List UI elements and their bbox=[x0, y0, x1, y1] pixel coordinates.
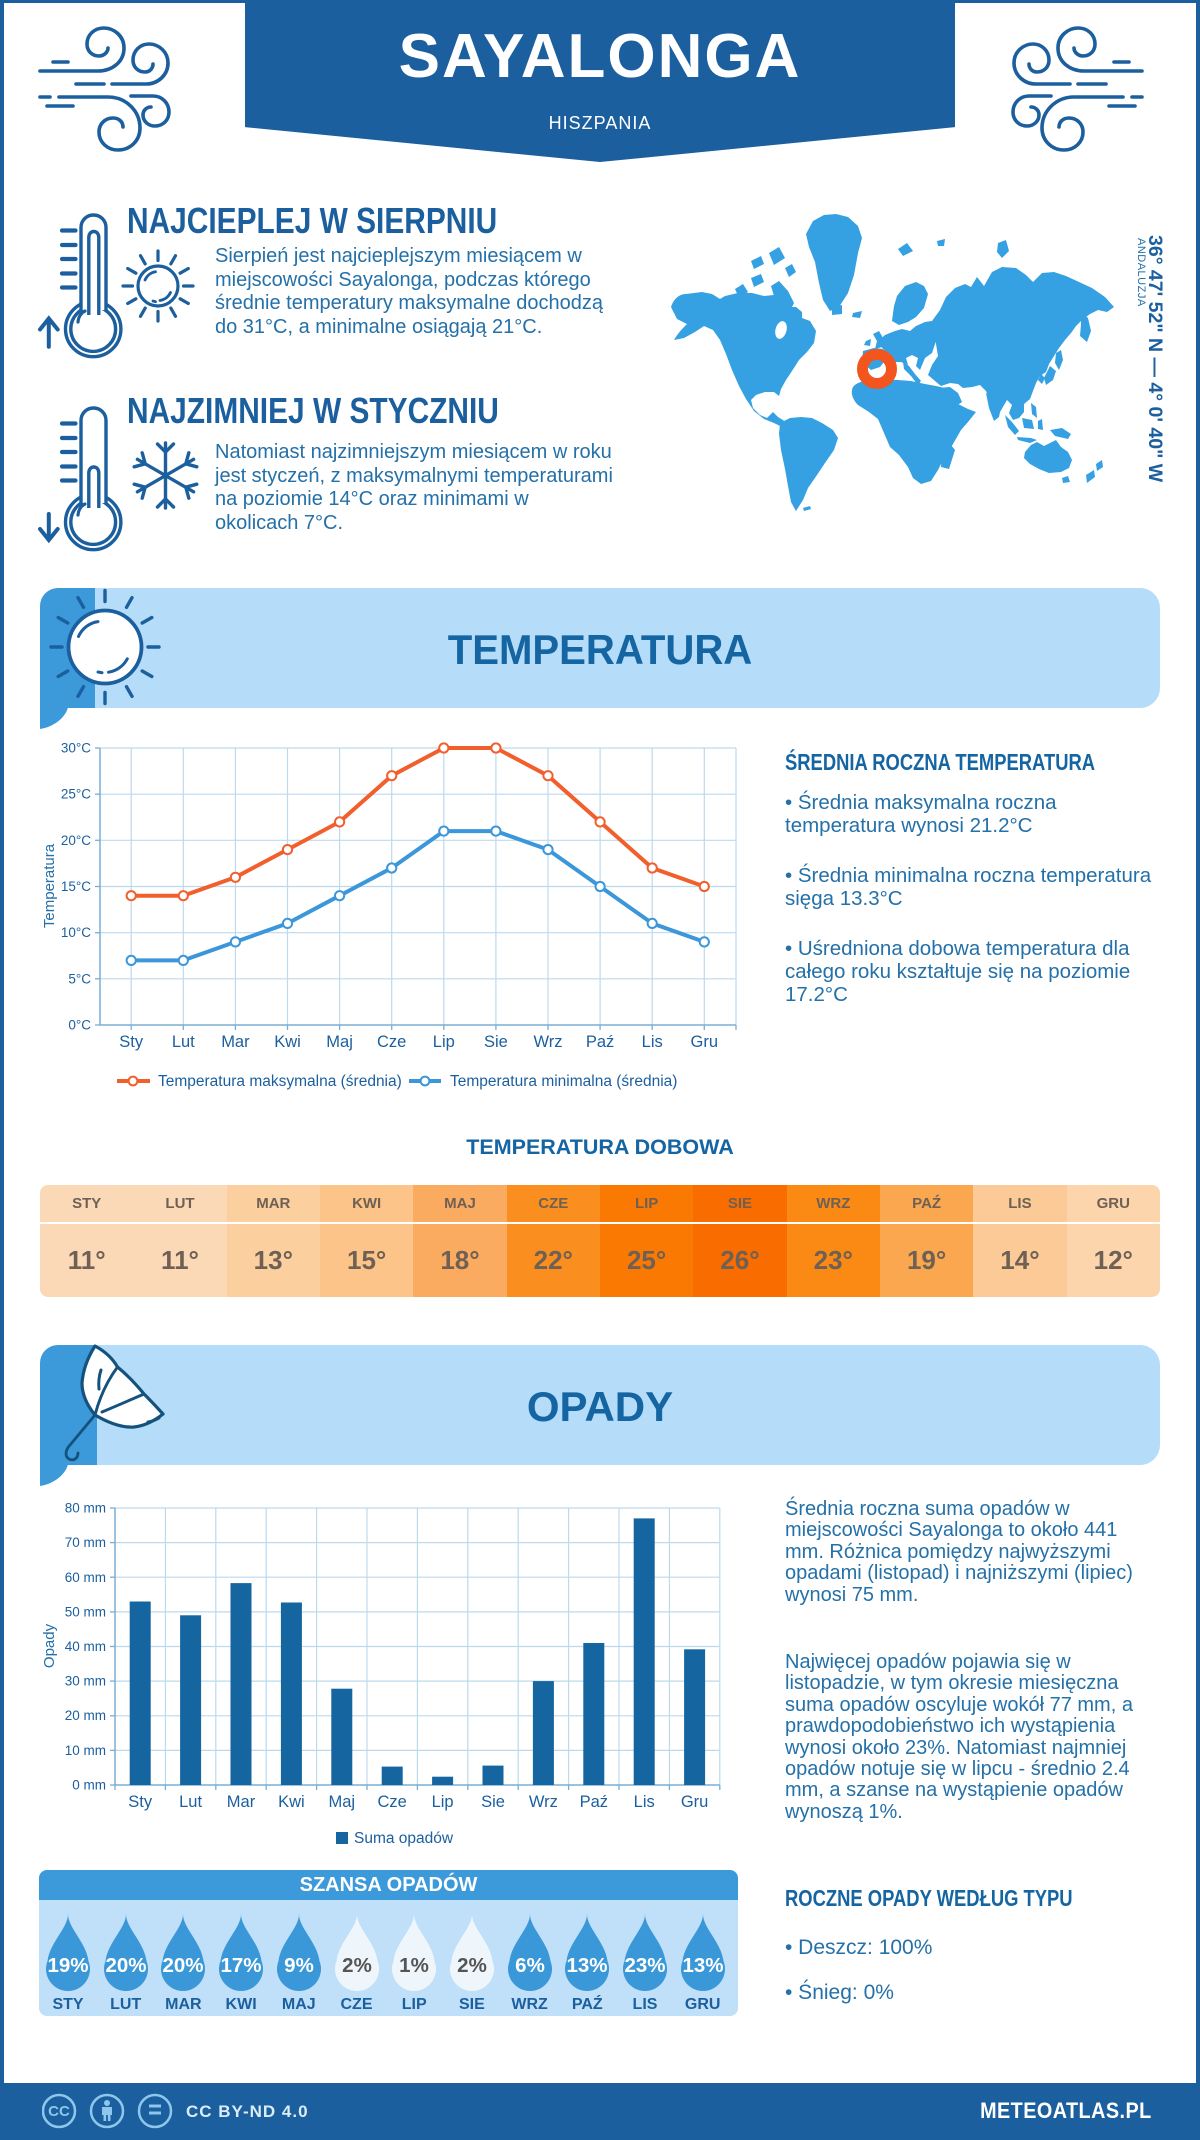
svg-text:Gru: Gru bbox=[681, 1793, 709, 1811]
svg-text:Mar: Mar bbox=[221, 1033, 250, 1051]
svg-text:Maj: Maj bbox=[329, 1793, 356, 1811]
svg-text:Gru: Gru bbox=[691, 1033, 719, 1051]
svg-text:20 mm: 20 mm bbox=[65, 1708, 106, 1723]
svg-text:9%: 9% bbox=[284, 1954, 314, 1977]
svg-text:Mar: Mar bbox=[227, 1793, 256, 1811]
svg-text:Suma opadów: Suma opadów bbox=[354, 1830, 454, 1847]
svg-text:Kwi: Kwi bbox=[274, 1033, 301, 1051]
svg-text:Temperatura maksymalna (średni: Temperatura maksymalna (średnia) bbox=[158, 1073, 402, 1090]
svg-text:6%: 6% bbox=[515, 1954, 545, 1977]
svg-text:Kwi: Kwi bbox=[278, 1793, 305, 1811]
svg-text:Cze: Cze bbox=[377, 1033, 406, 1051]
svg-text:19%: 19% bbox=[47, 1954, 88, 1977]
svg-text:80 mm: 80 mm bbox=[65, 1501, 106, 1516]
svg-text:2%: 2% bbox=[457, 1954, 487, 1977]
svg-text:17%: 17% bbox=[221, 1954, 262, 1977]
svg-text:Lip: Lip bbox=[433, 1033, 455, 1051]
svg-text:20%: 20% bbox=[163, 1954, 204, 1977]
svg-text:Sty: Sty bbox=[119, 1033, 144, 1051]
svg-text:Maj: Maj bbox=[326, 1033, 353, 1051]
svg-text:Lip: Lip bbox=[432, 1793, 454, 1811]
svg-text:Wrz: Wrz bbox=[529, 1793, 558, 1811]
svg-text:20%: 20% bbox=[105, 1954, 146, 1977]
svg-text:Temperatura minimalna (średnia: Temperatura minimalna (średnia) bbox=[450, 1073, 677, 1090]
svg-text:10°C: 10°C bbox=[61, 925, 91, 940]
svg-text:5°C: 5°C bbox=[68, 971, 91, 986]
svg-text:Temperatura: Temperatura bbox=[41, 843, 58, 928]
svg-text:Lut: Lut bbox=[179, 1793, 202, 1811]
svg-text:Wrz: Wrz bbox=[533, 1033, 562, 1051]
svg-text:25°C: 25°C bbox=[61, 787, 91, 802]
svg-text:2%: 2% bbox=[342, 1954, 372, 1977]
svg-text:30 mm: 30 mm bbox=[65, 1674, 106, 1689]
svg-text:1%: 1% bbox=[399, 1954, 429, 1977]
svg-text:Sty: Sty bbox=[128, 1793, 153, 1811]
svg-text:70 mm: 70 mm bbox=[65, 1535, 106, 1550]
svg-text:10 mm: 10 mm bbox=[65, 1743, 106, 1758]
svg-text:0 mm: 0 mm bbox=[72, 1778, 106, 1793]
svg-text:60 mm: 60 mm bbox=[65, 1570, 106, 1585]
svg-text:Paź: Paź bbox=[586, 1033, 614, 1051]
svg-text:13%: 13% bbox=[682, 1954, 723, 1977]
svg-text:Opady: Opady bbox=[41, 1623, 58, 1668]
svg-text:30°C: 30°C bbox=[61, 741, 91, 756]
svg-text:Lis: Lis bbox=[634, 1793, 655, 1811]
svg-text:Lut: Lut bbox=[172, 1033, 195, 1051]
svg-text:Sie: Sie bbox=[481, 1793, 505, 1811]
svg-text:15°C: 15°C bbox=[61, 879, 91, 894]
svg-text:40 mm: 40 mm bbox=[65, 1639, 106, 1654]
svg-text:13%: 13% bbox=[567, 1954, 608, 1977]
svg-text:Cze: Cze bbox=[378, 1793, 407, 1811]
svg-text:23%: 23% bbox=[624, 1954, 665, 1977]
svg-text:Lis: Lis bbox=[642, 1033, 663, 1051]
svg-text:50 mm: 50 mm bbox=[65, 1604, 106, 1619]
svg-text:Sie: Sie bbox=[484, 1033, 508, 1051]
svg-text:20°C: 20°C bbox=[61, 833, 91, 848]
svg-text:Paź: Paź bbox=[580, 1793, 608, 1811]
svg-text:CC: CC bbox=[48, 2103, 70, 2120]
svg-text:0°C: 0°C bbox=[68, 1018, 91, 1033]
